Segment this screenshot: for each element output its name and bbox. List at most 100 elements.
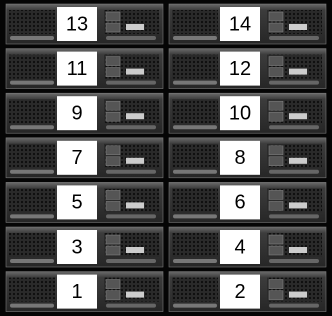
drive-slot: [269, 112, 283, 121]
drive-slot: [106, 157, 120, 166]
bay-number: 2: [234, 281, 245, 303]
blade: 4: [169, 227, 326, 267]
bay-number: 6: [234, 192, 245, 214]
bay-number: 13: [66, 13, 88, 35]
bay-number: 10: [229, 102, 251, 124]
blade: 11: [6, 49, 163, 89]
status-panel: [289, 158, 307, 164]
blade: 14: [169, 4, 326, 44]
drive-slot: [106, 112, 120, 121]
drive-slot: [269, 23, 283, 32]
handle: [10, 170, 54, 174]
blade: 2: [169, 272, 326, 312]
handle: [269, 170, 319, 174]
handle: [173, 81, 217, 85]
status-panel: [289, 292, 307, 298]
drive-slot: [106, 280, 120, 289]
drive-slot: [106, 190, 120, 199]
grill: [9, 144, 55, 168]
drive-slot: [106, 235, 120, 244]
handle: [269, 214, 319, 218]
handle: [269, 36, 319, 40]
bay-number: 8: [234, 147, 245, 169]
bay-number: 9: [71, 102, 82, 124]
blade: 5: [6, 182, 163, 222]
handle: [173, 304, 217, 308]
blade: 7: [6, 138, 163, 178]
grill: [172, 278, 218, 302]
bay-number: 11: [67, 58, 88, 80]
drive-slot: [269, 57, 283, 66]
handle: [269, 81, 319, 85]
status-panel: [126, 24, 144, 30]
chassis: 1314111291078563412: [0, 0, 332, 316]
drive-slot: [269, 246, 283, 255]
grill: [9, 10, 55, 34]
handle: [173, 125, 217, 129]
grill: [9, 188, 55, 212]
blade: 12: [169, 49, 326, 89]
bay-number: 12: [229, 58, 251, 80]
grill: [9, 278, 55, 302]
drive-slot: [269, 157, 283, 166]
grill: [172, 144, 218, 168]
status-panel: [126, 247, 144, 253]
handle: [10, 125, 54, 129]
status-panel: [126, 202, 144, 208]
handle: [269, 259, 319, 263]
handle: [173, 36, 217, 40]
bay-number: 14: [229, 13, 251, 35]
status-panel: [289, 24, 307, 30]
bay-number: 7: [71, 147, 82, 169]
grill: [172, 10, 218, 34]
blade: 13: [6, 4, 163, 44]
status-panel: [126, 113, 144, 119]
handle: [173, 214, 217, 218]
handle: [269, 304, 319, 308]
blade: 8: [169, 138, 326, 178]
drive-slot: [106, 101, 120, 110]
page: 1314111291078563412 (() => { const data …: [0, 0, 332, 316]
drive-slot: [106, 12, 120, 21]
blade: 10: [169, 93, 326, 133]
grill: [172, 188, 218, 212]
grill: [9, 99, 55, 123]
drive-slot: [106, 57, 120, 66]
handle: [106, 170, 156, 174]
blade: 6: [169, 182, 326, 222]
status-panel: [126, 69, 144, 75]
handle: [10, 81, 54, 85]
drive-slot: [269, 291, 283, 300]
bay-number: 4: [234, 236, 245, 258]
handle: [106, 81, 156, 85]
handle: [106, 125, 156, 129]
drive-slot: [106, 201, 120, 210]
status-panel: [289, 113, 307, 119]
bay-number: 5: [71, 192, 82, 214]
grill: [9, 233, 55, 257]
drive-slot: [106, 246, 120, 255]
handle: [10, 259, 54, 263]
grill: [172, 233, 218, 257]
grill: [9, 55, 55, 79]
handle: [10, 304, 54, 308]
blade: 1: [6, 272, 163, 312]
handle: [106, 304, 156, 308]
drive-slot: [106, 23, 120, 32]
handle: [10, 214, 54, 218]
drive-slot: [106, 146, 120, 155]
drive-slot: [269, 190, 283, 199]
status-panel: [126, 292, 144, 298]
handle: [173, 259, 217, 263]
drive-slot: [269, 280, 283, 289]
handle: [269, 125, 319, 129]
drive-slot: [269, 235, 283, 244]
status-panel: [289, 202, 307, 208]
blade: 9: [6, 93, 163, 133]
bay-number: 3: [71, 236, 82, 258]
drive-slot: [269, 12, 283, 21]
blade: 3: [6, 227, 163, 267]
status-panel: [126, 158, 144, 164]
bay-number: 1: [71, 281, 82, 303]
handle: [173, 170, 217, 174]
